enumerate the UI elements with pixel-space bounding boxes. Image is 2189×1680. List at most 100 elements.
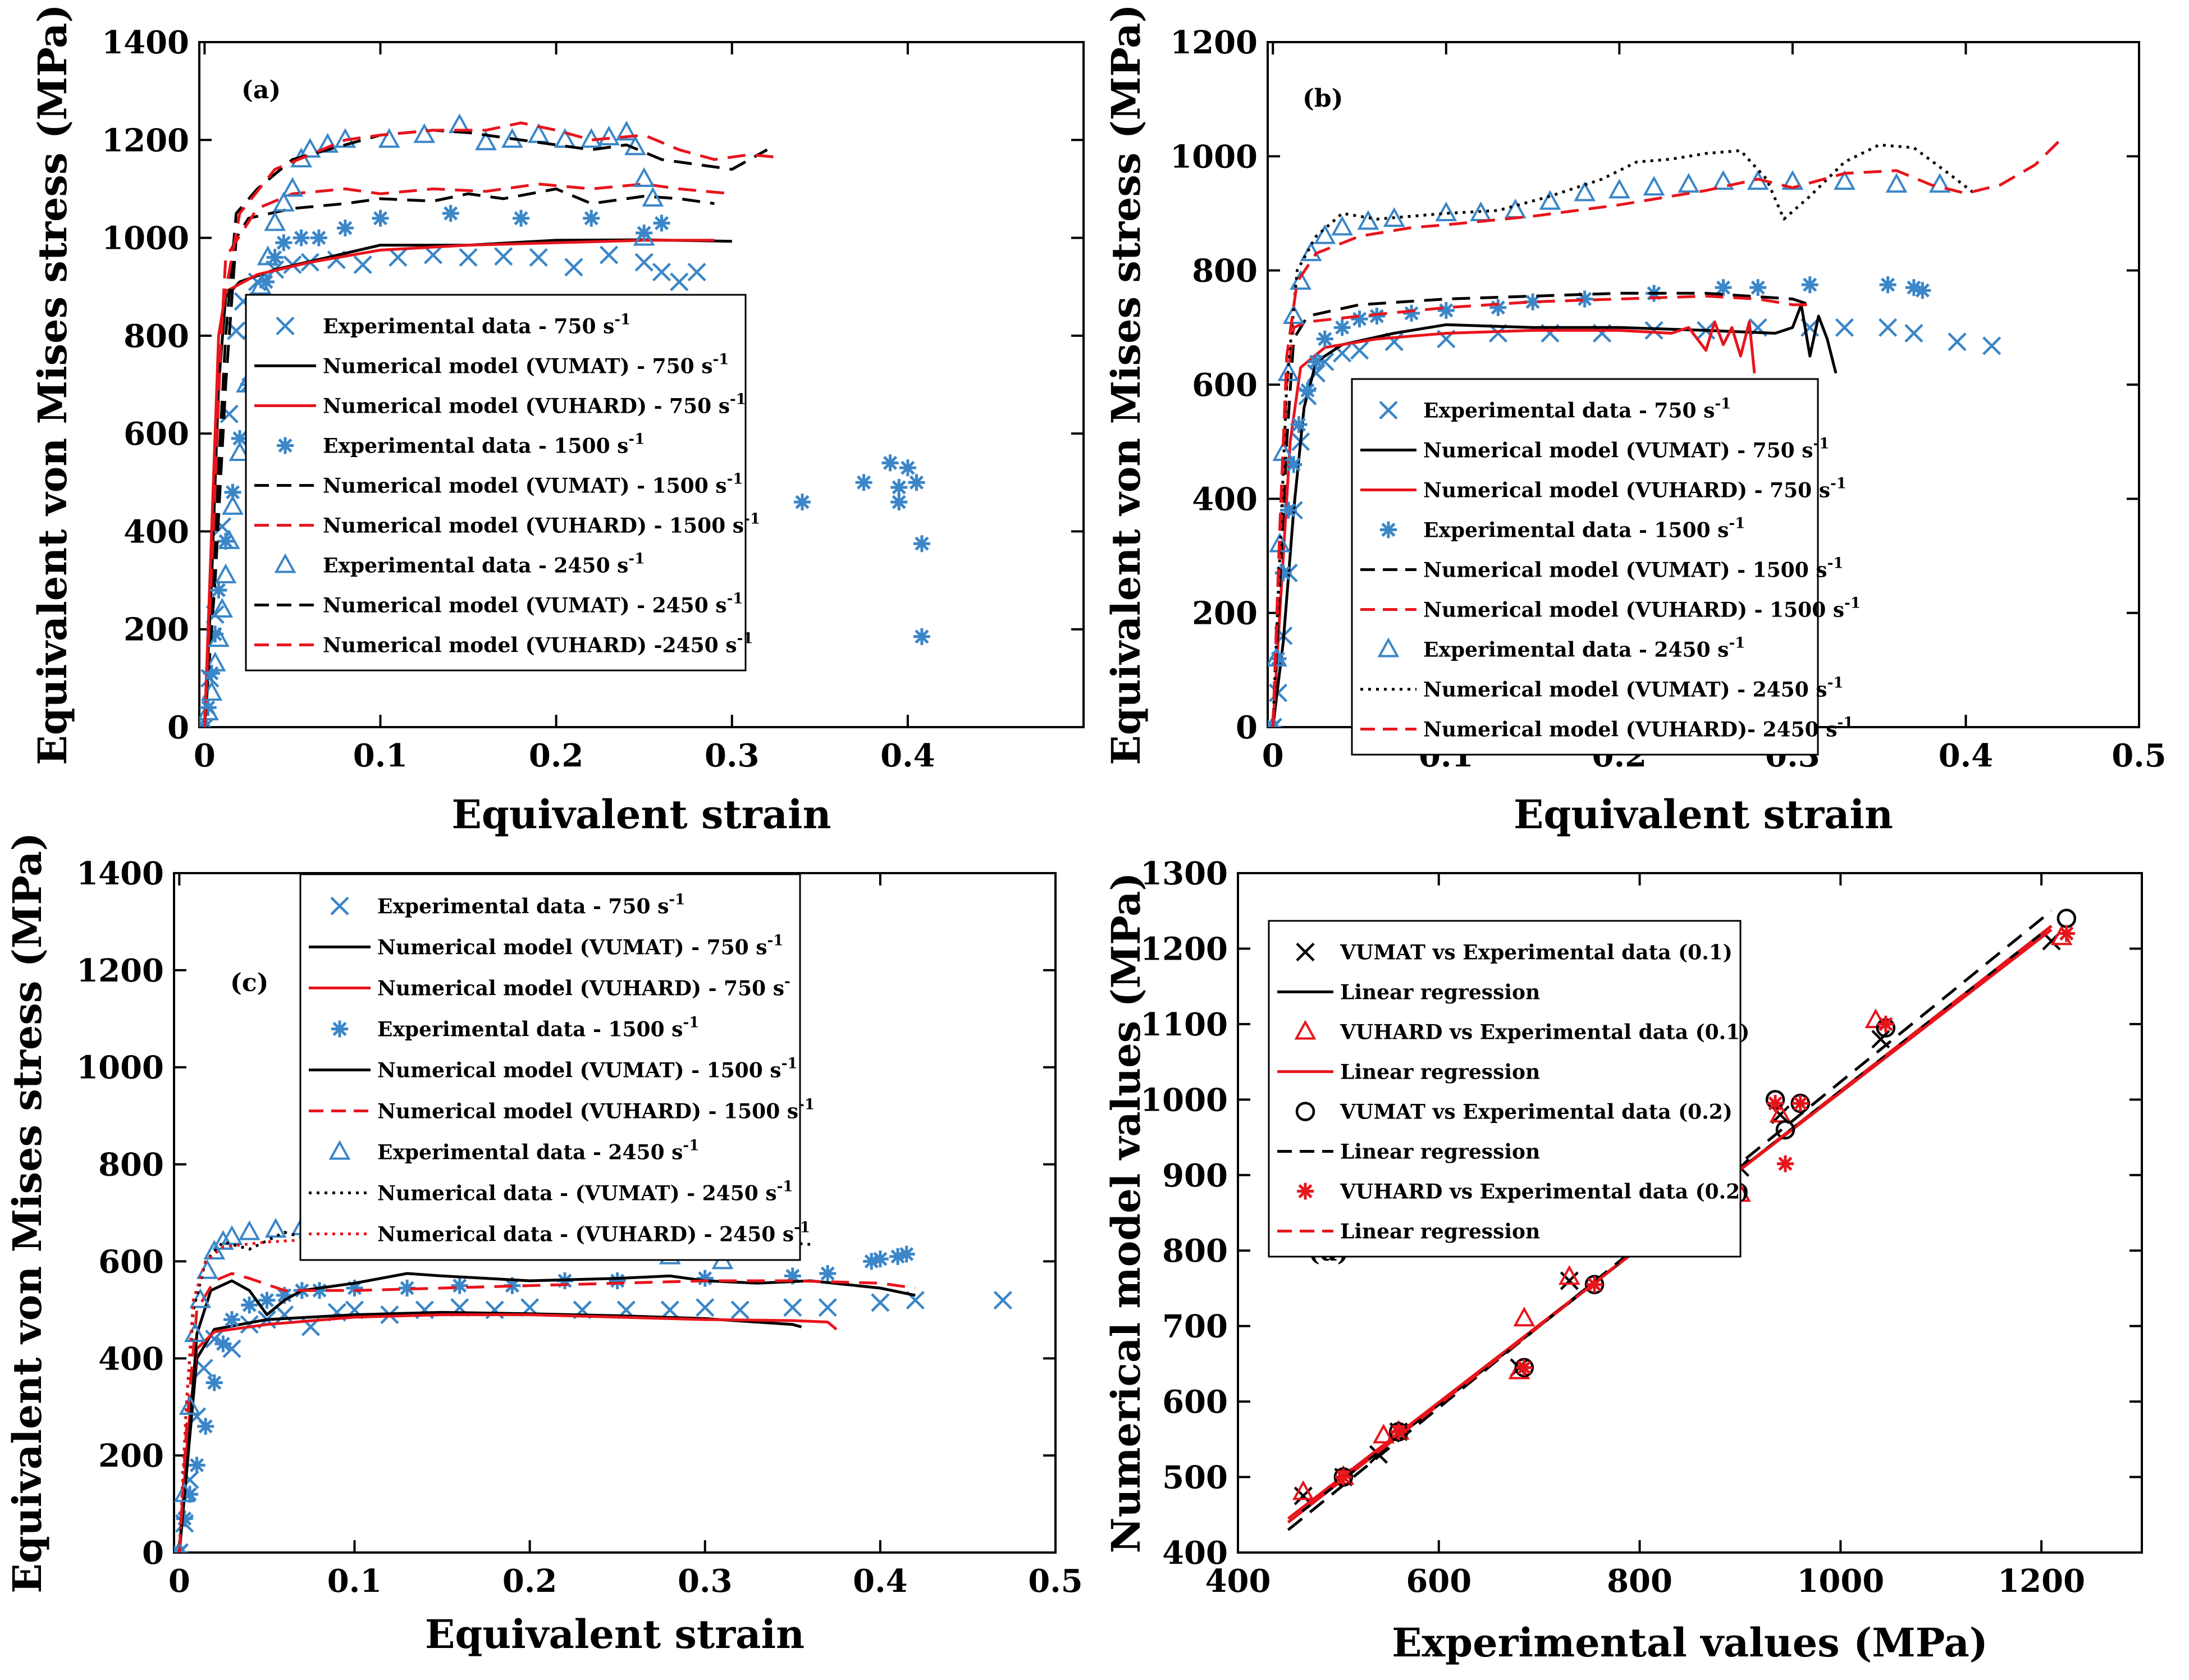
data-point (272, 191, 295, 212)
x-tick-label: 0.1 (353, 737, 408, 774)
legend-label: Experimental data - 2450 s-1 (1423, 635, 1745, 662)
data-point (221, 1225, 243, 1245)
series-line (177, 1272, 916, 1553)
legend-label: Linear regression (1340, 1140, 1540, 1164)
legend-label-superscript: -1 (683, 1015, 699, 1031)
legend-label: Numerical model (VUHARD) - 750 s-1 (323, 391, 746, 418)
data-point (218, 529, 240, 549)
x-tick-label: 0.5 (1028, 1563, 1082, 1600)
data-point (1437, 302, 1455, 319)
legend-label: Experimental data - 1500 s-1 (323, 431, 645, 458)
legend: Experimental data - 750 s-1 Numerical mod… (245, 294, 760, 672)
y-tick-label: 800 (1192, 253, 1258, 290)
data-point (554, 128, 576, 148)
legend-label: Numerical model (VUMAT) - 750 s-1 (377, 933, 783, 960)
data-point (913, 628, 930, 645)
data-point (346, 1279, 363, 1296)
data-point (1285, 456, 1303, 473)
legend-label: Linear regression (1340, 1220, 1540, 1244)
legend-label-superscript: -1 (1838, 715, 1854, 732)
legend-label: Numerical model (VUMAT) - 1500 s-1 (1423, 555, 1843, 582)
data-point (1715, 279, 1732, 296)
y-tick-label: 600 (124, 416, 189, 453)
legend-marker (1380, 521, 1397, 538)
legend-label: Numerical model (VUHARD)- 2450 s-1 (1423, 715, 1853, 742)
data-point (184, 1322, 206, 1343)
data-point (1308, 353, 1325, 371)
x-axis-label: Experimental values (MPa) (1392, 1619, 1988, 1666)
data-point (223, 1311, 241, 1329)
data-point (615, 121, 638, 141)
data-point (1489, 299, 1507, 316)
data-point (696, 1298, 715, 1317)
data-point (389, 248, 408, 267)
legend-marker (1377, 637, 1400, 658)
data-point (890, 479, 908, 496)
data-point (311, 1282, 328, 1299)
data-point (1776, 1155, 1794, 1172)
data-point (257, 273, 275, 290)
legend-marker (330, 896, 349, 916)
data-point (1877, 1015, 1894, 1033)
data-point (1834, 170, 1856, 190)
y-axis-label: Equivalent von Mises stress (MPa) (29, 4, 76, 765)
data-point (1560, 1271, 1579, 1290)
series-line (203, 239, 715, 727)
series-line (1271, 143, 1976, 727)
data-point (890, 494, 908, 511)
data-point (1904, 323, 1923, 343)
legend-label: Experimental data - 2450 s-1 (377, 1138, 699, 1165)
data-point (889, 1248, 907, 1265)
y-tick-label: 1400 (76, 855, 164, 892)
data-point (1749, 279, 1767, 296)
y-tick-label: 200 (1192, 595, 1258, 632)
data-point (1351, 311, 1368, 328)
data-point (494, 247, 513, 266)
data-point (299, 138, 321, 158)
data-point (784, 1267, 801, 1285)
data-point (378, 128, 400, 148)
data-point (194, 1358, 213, 1378)
chart-panel: 400 600 800 1000 1200 400 500 600 700 800 900 1000 1… (1103, 855, 2143, 1666)
legend-label: Numerical model (VUMAT) - 2450 s-1 (323, 591, 743, 618)
data-point (819, 1265, 837, 1282)
data-point (1350, 341, 1369, 360)
chart-panel: 0 0.1 0.2 0.3 0.4 0 200 400 600 800 1000 1200 1400 Eq… (29, 4, 1085, 838)
legend-box (245, 294, 747, 672)
x-tick-label: 0.3 (678, 1563, 732, 1600)
y-tick-label: 600 (1192, 367, 1258, 404)
plot-frame (173, 872, 1057, 1554)
data-point (1316, 330, 1333, 348)
x-tick-label: 0.5 (2112, 737, 2166, 774)
x-tick-label: 0.3 (705, 737, 759, 774)
data-point (176, 1510, 193, 1527)
series-line (177, 1272, 916, 1553)
legend-label-superscript: -1 (782, 1056, 798, 1072)
data-point (1282, 304, 1305, 324)
data-point (1290, 270, 1312, 290)
data-point (670, 272, 689, 291)
data-point (199, 718, 214, 727)
legend-label-superscript: -1 (1827, 675, 1844, 692)
data-point (633, 226, 655, 246)
data-point (794, 494, 811, 511)
data-point (1801, 276, 1818, 294)
y-tick-label: 1000 (76, 1049, 164, 1086)
y-tick-label: 500 (1162, 1459, 1228, 1496)
data-point (1678, 173, 1700, 193)
data-point (871, 1250, 889, 1268)
data-point (598, 125, 620, 145)
y-tick-label: 400 (1162, 1535, 1228, 1572)
legend-label: VUHARD vs Experimental data (0.2) (1340, 1180, 1749, 1204)
y-tick-label: 1200 (76, 952, 164, 989)
data-point (1335, 1468, 1352, 1486)
legend-label: Experimental data - 2450 s-1 (323, 551, 645, 578)
data-point (199, 715, 212, 727)
legend-marker (276, 316, 295, 336)
data-point (863, 1253, 880, 1270)
data-point (250, 275, 272, 295)
data-point (1383, 207, 1405, 227)
legend-label: Numerical model (VUMAT) - 1500 s-1 (377, 1056, 797, 1083)
data-point (1775, 1120, 1795, 1140)
